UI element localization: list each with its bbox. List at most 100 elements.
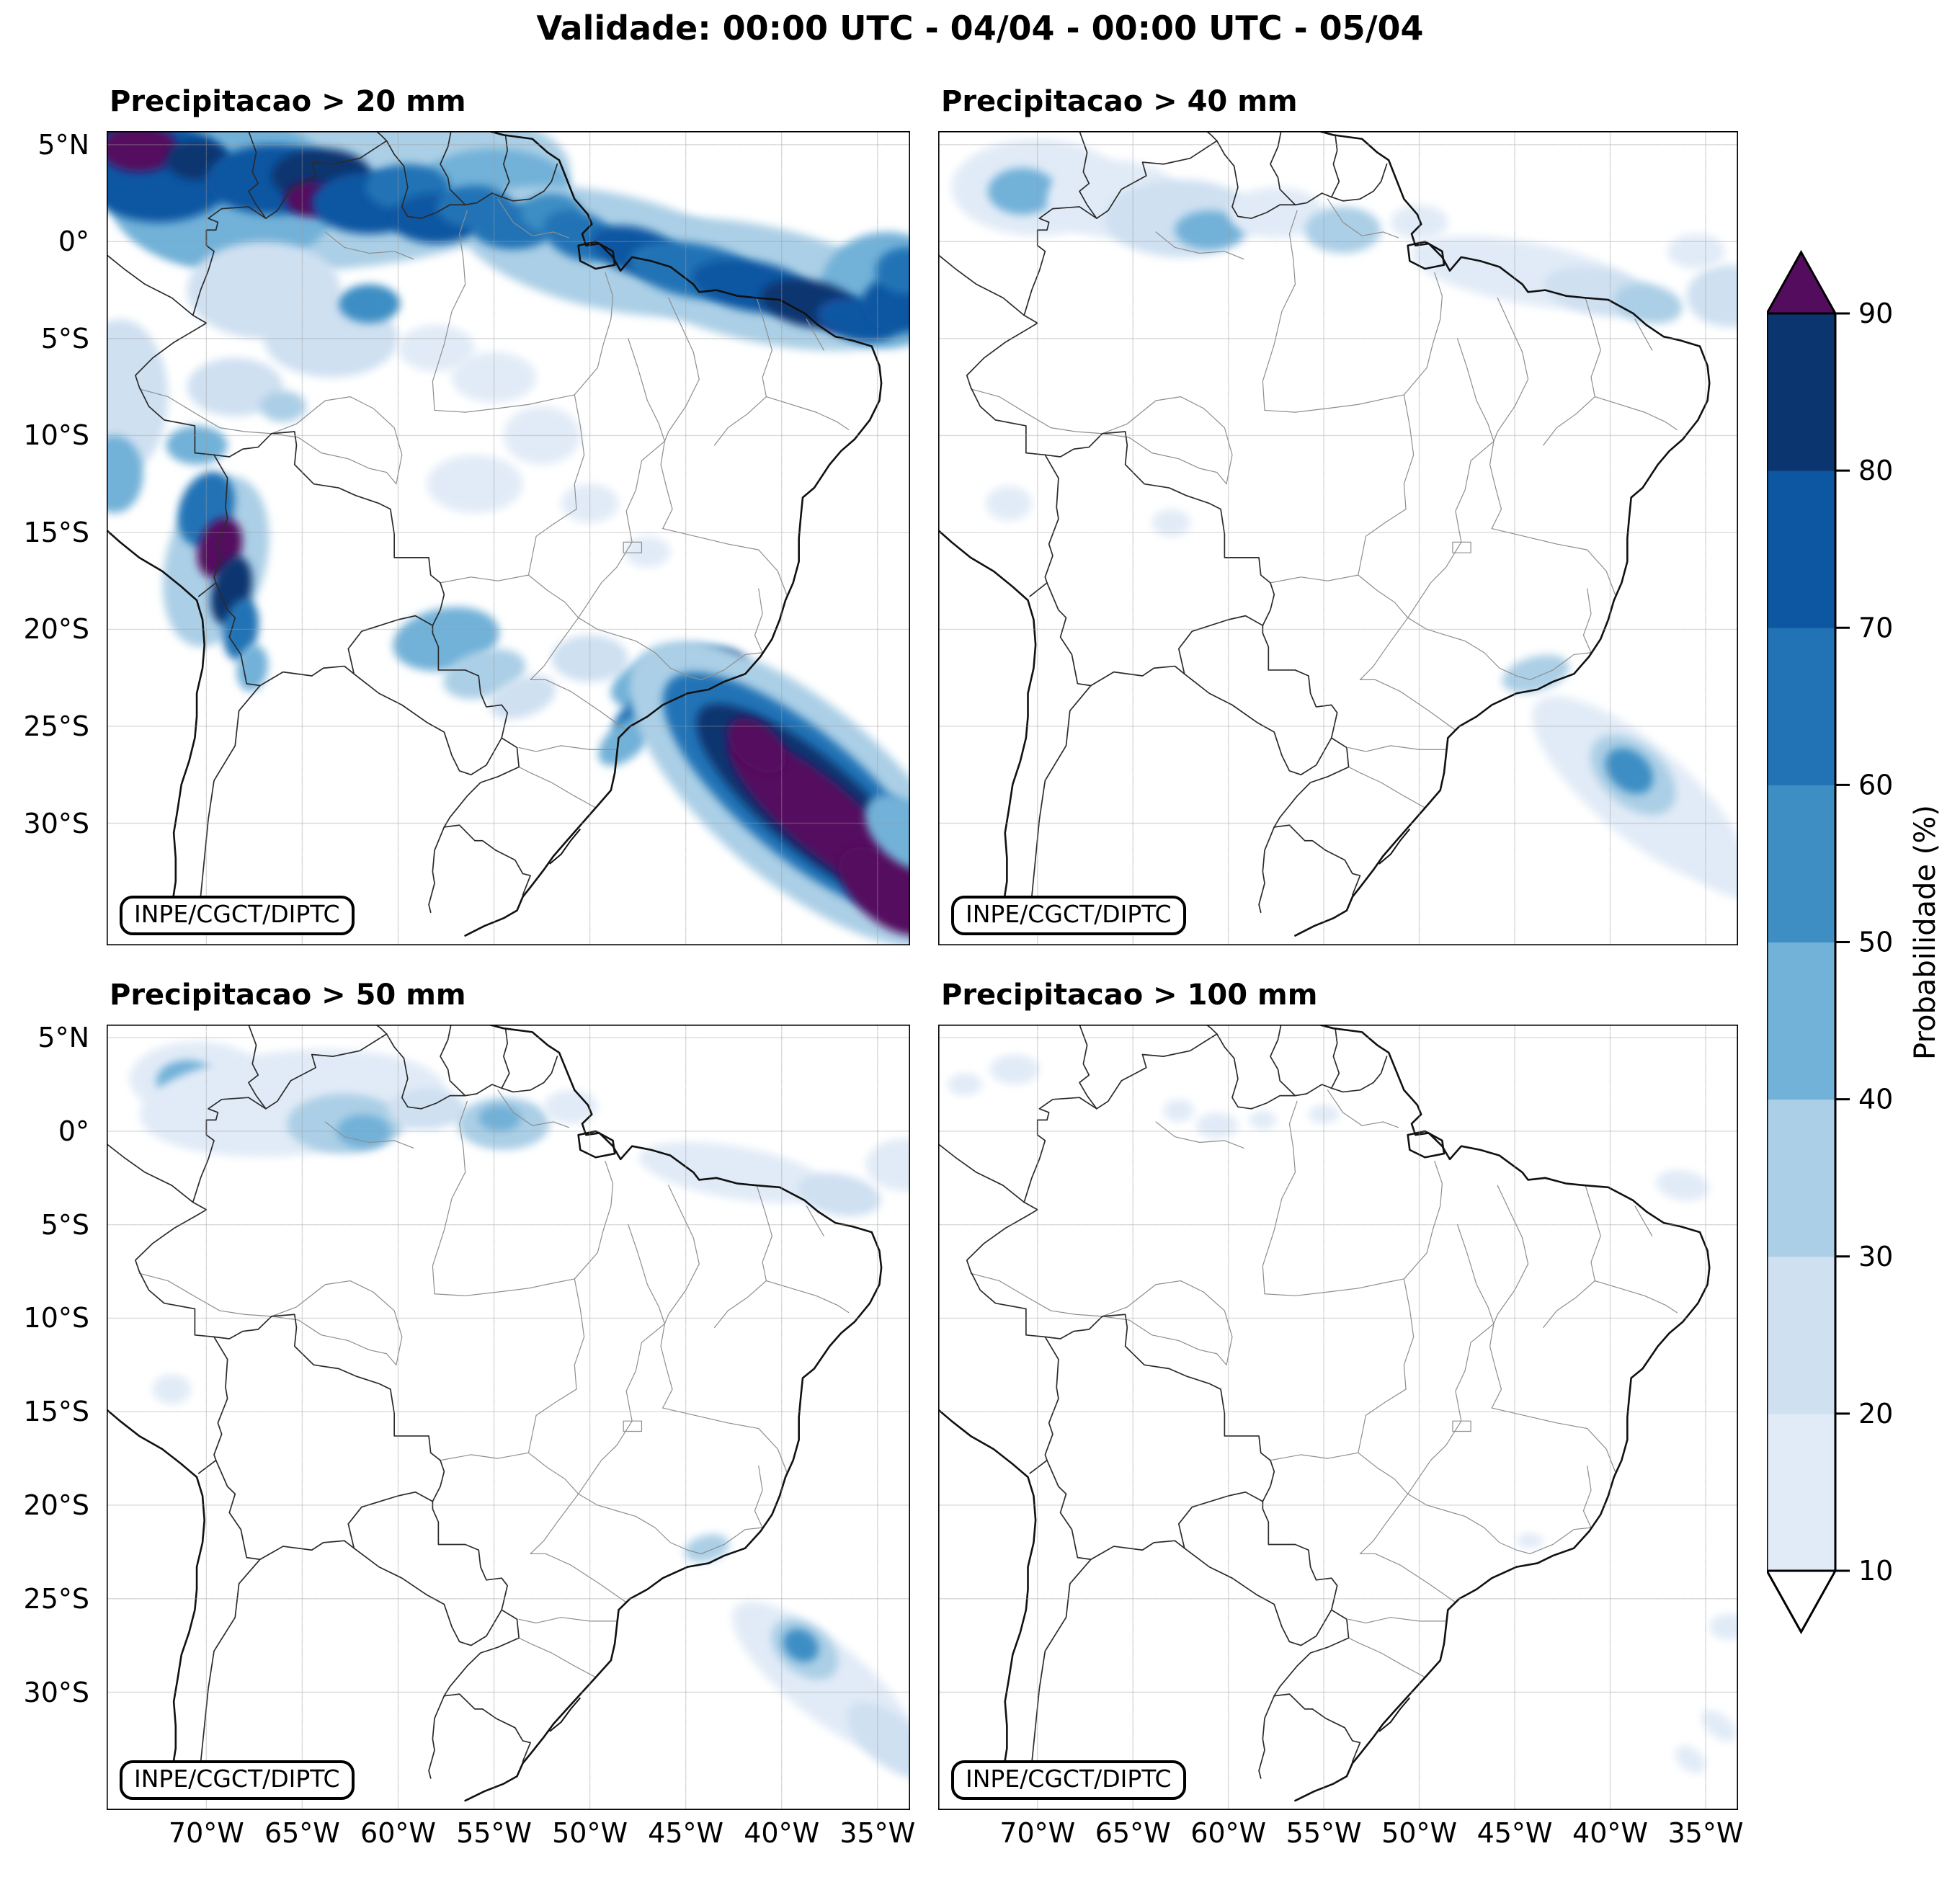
colorbar-under-arrow: [1767, 1569, 1838, 1635]
source-watermark: INPE/CGCT/DIPTC: [120, 1760, 355, 1800]
source-watermark: INPE/CGCT/DIPTC: [951, 1760, 1186, 1800]
latitude-axis-top-row: 5°N 0° 5°S 10°S 15°S 20°S 25°S 30°S: [0, 128, 101, 945]
colorbar-scale: 10 20 30 40 50 60 70 80 90: [1767, 249, 1893, 1635]
gridlines: [938, 131, 1738, 945]
colorbar-segment: [1767, 1099, 1835, 1257]
precip-blob: [1152, 509, 1190, 537]
precip-blob: [987, 168, 1057, 215]
panel-title-40mm: Precipitacao > 40 mm: [941, 85, 1298, 118]
precip-blob: [543, 1089, 598, 1124]
gridlines: [107, 131, 910, 945]
precip-blob: [1675, 826, 1738, 899]
precip-blob: [478, 1105, 521, 1131]
precip-blob: [1667, 233, 1725, 269]
panel-title-20mm: Precipitacao > 20 mm: [110, 85, 466, 118]
lat-tick-label: 20°S: [23, 1489, 89, 1521]
colorbar: 10 20 30 40 50 60 70 80 90: [1767, 248, 1947, 1639]
lon-tick-label: 55°W: [1286, 1817, 1362, 1849]
colorbar-segment: [1767, 628, 1835, 785]
colorbar-tick-label: 90: [1858, 298, 1893, 329]
precip-blob: [1502, 654, 1569, 693]
precip-blob: [624, 536, 671, 568]
precip-probability-field: [129, 1041, 910, 1780]
lon-tick-label: 50°W: [552, 1817, 628, 1849]
lat-tick-label: 15°S: [23, 1396, 89, 1428]
lon-tick-label: 60°W: [1190, 1817, 1267, 1849]
precip-blob: [1308, 1105, 1340, 1124]
precip-blob: [989, 1054, 1040, 1085]
lon-tick-label: 45°W: [1476, 1817, 1553, 1849]
lat-tick-label: 5°N: [37, 128, 89, 161]
lon-tick-label: 60°W: [360, 1817, 436, 1849]
precip-probability-field: [948, 1054, 1738, 1774]
precip-blob: [166, 425, 228, 465]
gridlines: [107, 1025, 910, 1810]
precip-blob: [236, 645, 268, 692]
precip-blob: [783, 1628, 819, 1662]
latitude-axis-bottom-row: 5°N 0° 5°S 10°S 15°S 20°S 25°S 30°S: [0, 1022, 101, 1810]
precip-blob: [1516, 1533, 1544, 1548]
lon-tick-label: 65°W: [264, 1817, 340, 1849]
precip-blob: [398, 325, 475, 372]
lon-tick-label: 70°W: [999, 1817, 1076, 1849]
colorbar-segment: [1767, 313, 1835, 471]
colorbar-segment: [1767, 1256, 1835, 1414]
colorbar-segment: [1767, 942, 1835, 1100]
precip-blob: [865, 1138, 910, 1191]
map-precip-gt-20mm: [107, 131, 910, 945]
map-precip-gt-40mm: [938, 131, 1738, 945]
source-watermark: INPE/CGCT/DIPTC: [951, 896, 1186, 935]
lat-tick-label: 10°S: [23, 1302, 89, 1334]
precip-blob: [551, 635, 628, 682]
precip-blob: [107, 131, 178, 172]
panel-precip-gt-20mm: Precipitacao > 20 mm INPE/CGCT/DIPTC: [107, 85, 910, 945]
lon-tick-label: 50°W: [1381, 1817, 1458, 1849]
precip-blob: [726, 718, 787, 774]
lat-tick-label: 30°S: [23, 1676, 89, 1708]
lat-tick-label: 25°S: [23, 1582, 89, 1615]
lat-tick-label: 5°S: [40, 1208, 89, 1241]
lon-tick-label: 55°W: [456, 1817, 532, 1849]
lon-tick-label: 40°W: [744, 1817, 820, 1849]
precip-blob: [797, 1173, 881, 1216]
precip-blob: [259, 391, 306, 422]
lat-tick-label: 25°S: [23, 710, 89, 742]
lat-tick-label: 30°S: [23, 807, 89, 839]
source-watermark: INPE/CGCT/DIPTC: [120, 896, 355, 935]
precip-blob: [503, 406, 581, 465]
panel-title-50mm: Precipitacao > 50 mm: [110, 978, 466, 1012]
precip-blob: [427, 455, 523, 514]
precip-blob: [1709, 1613, 1738, 1640]
precip-blob: [1701, 1710, 1737, 1742]
map-precip-gt-100mm: [938, 1025, 1738, 1810]
precip-blob: [598, 718, 651, 766]
panel-title-100mm: Precipitacao > 100 mm: [941, 978, 1318, 1012]
precip-blob: [338, 284, 401, 324]
longitude-axis-right-panel: 70°W 65°W 60°W 55°W 50°W 45°W 40°W 35°W: [938, 1814, 1743, 1855]
colorbar-tick-label: 60: [1858, 769, 1893, 801]
lon-tick-label: 40°W: [1572, 1817, 1648, 1849]
colorbar-tick-label: 50: [1858, 927, 1893, 958]
precip-blob: [1304, 206, 1381, 254]
figure-title: Validade: 00:00 UTC - 04/04 - 00:00 UTC …: [536, 9, 1424, 48]
lat-tick-label: 10°S: [23, 419, 89, 452]
precip-blob: [948, 1073, 982, 1096]
colorbar-segment: [1767, 471, 1835, 628]
colorbar-tick-label: 70: [1858, 612, 1893, 643]
precip-blob: [638, 1141, 829, 1203]
colorbar-tick-label: 10: [1858, 1555, 1893, 1587]
precip-blob: [1195, 1112, 1238, 1139]
panel-precip-gt-40mm: Precipitacao > 40 mm INPE/CGCT/DIPTC: [938, 85, 1738, 945]
precip-blob: [1175, 210, 1244, 250]
lat-tick-label: 20°S: [23, 613, 89, 646]
colorbar-tick-label: 80: [1858, 455, 1893, 486]
colorbar-tick-label: 40: [1858, 1084, 1893, 1115]
lon-tick-label: 45°W: [648, 1817, 724, 1849]
map-frame: [107, 131, 910, 945]
lat-tick-label: 5°N: [37, 1022, 89, 1054]
precip-blob: [839, 847, 910, 936]
precip-blob: [152, 1374, 192, 1404]
precip-blob: [847, 1702, 910, 1780]
colorbar-axis-label: Probabilidade (%): [1909, 805, 1942, 1060]
